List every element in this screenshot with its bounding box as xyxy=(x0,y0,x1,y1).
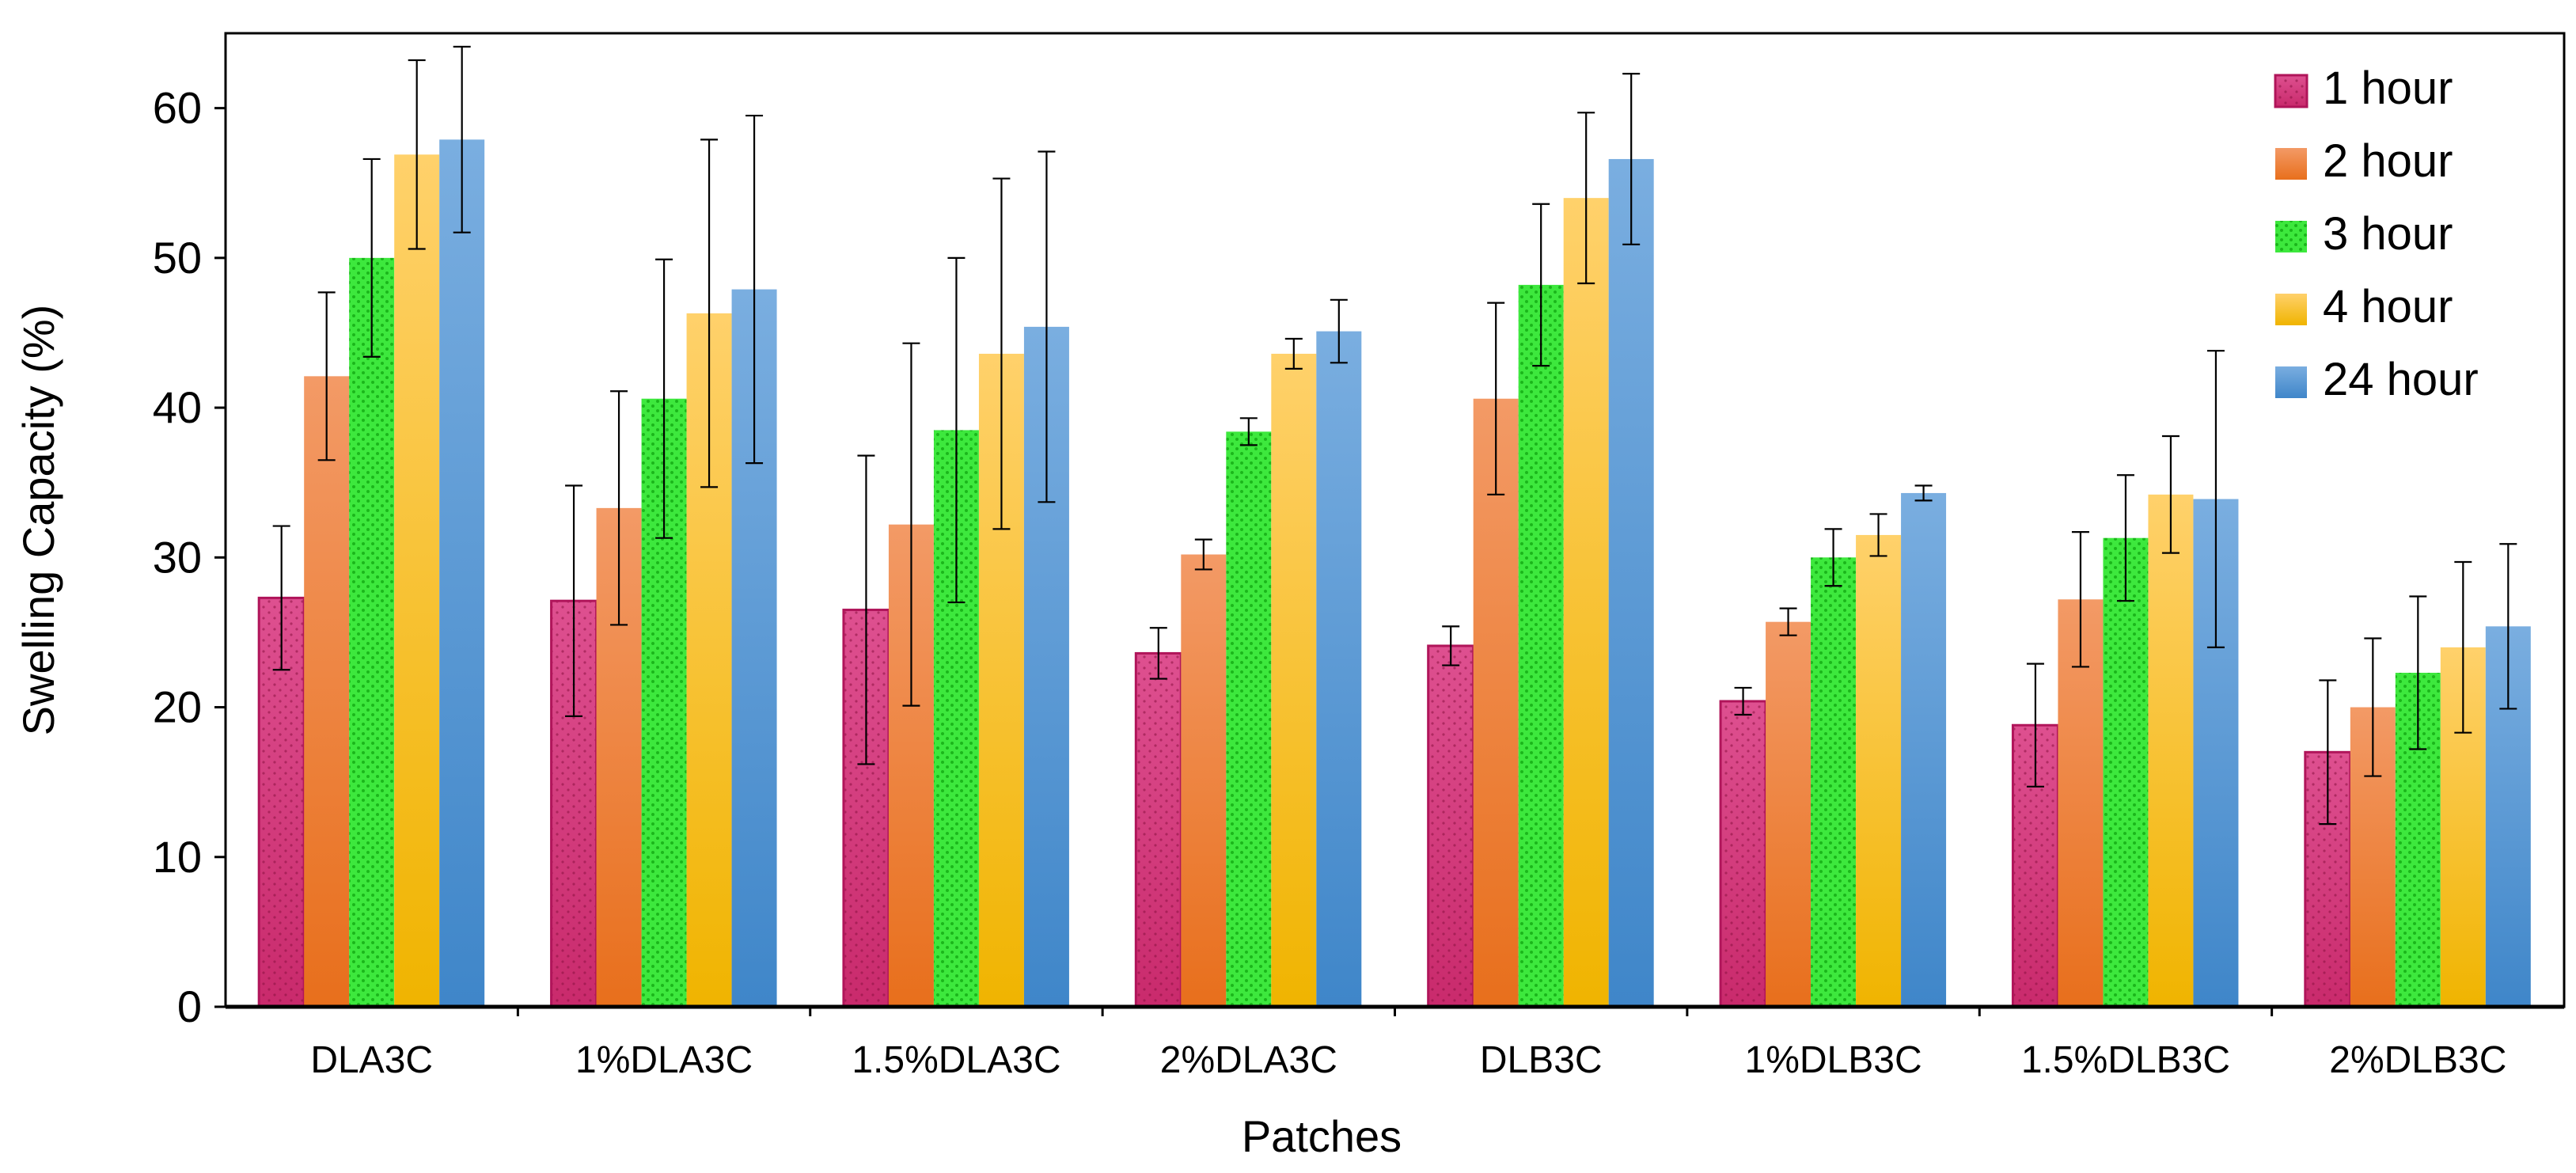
error-bar-3-hour-DLB3C xyxy=(1532,203,1550,367)
y-tick-label: 0 xyxy=(177,981,202,1031)
error-bar-2-hour-15DLA3C xyxy=(902,342,920,707)
error-bar-1-hour-2DLA3C xyxy=(1149,627,1167,680)
x-tick-label: 1%DLB3C xyxy=(1745,1039,1922,1081)
bar-24-hour-2DLA3C xyxy=(1316,331,1362,1008)
error-bar-24-hour-1DLB3C xyxy=(1914,484,1933,502)
error-bar-2-hour-2DLB3C xyxy=(2364,637,2382,777)
bar-2-hour-DLB3C xyxy=(1473,398,1519,1007)
bar-2-hour-DLA3C xyxy=(304,376,350,1007)
legend: 1 hour 2 hour 3 hour 4 hour 24 hour xyxy=(2274,63,2479,405)
y-tick-label: 20 xyxy=(153,682,202,732)
legend-swatch xyxy=(2275,148,2307,180)
bar-4-hour-DLB3C xyxy=(1563,198,1609,1008)
error-bar-1-hour-DLA3C xyxy=(272,525,290,671)
error-bar-1-hour-2DLB3C xyxy=(2319,679,2337,826)
bar-3-hour-15DLB3C xyxy=(2103,537,2149,1007)
error-bar-3-hour-15DLB3C xyxy=(2116,474,2134,602)
error-bar-3-hour-1DLA3C xyxy=(655,258,673,539)
bar-3-hour-2DLA3C xyxy=(1226,431,1272,1007)
legend-entry-2-hour: 2 hour xyxy=(2275,135,2453,187)
bars-layer xyxy=(257,139,2531,1008)
y-axis-title: Swelling Capacity (%) xyxy=(13,305,63,736)
error-bar-3-hour-2DLA3C xyxy=(1239,417,1258,446)
legend-swatch xyxy=(2275,294,2307,325)
error-bar-24-hour-1DLA3C xyxy=(745,114,764,465)
x-tick-label: 1.5%DLB3C xyxy=(2021,1039,2230,1081)
bar-1-hour-2DLA3C xyxy=(1134,651,1182,1008)
error-bar-1-hour-1DLA3C xyxy=(565,484,583,717)
error-bar-2-hour-15DLB3C xyxy=(2071,531,2089,668)
bar-24-hour-DLB3C xyxy=(1608,158,1654,1007)
error-bar-3-hour-2DLB3C xyxy=(2409,595,2427,750)
error-bar-24-hour-DLB3C xyxy=(1622,72,1641,245)
y-tick-label: 40 xyxy=(153,382,202,432)
error-bar-24-hour-DLA3C xyxy=(453,45,471,233)
error-bar-2-hour-DLB3C xyxy=(1487,302,1505,495)
error-bar-2-hour-1DLA3C xyxy=(610,390,628,626)
error-bar-24-hour-2DLB3C xyxy=(2499,543,2517,710)
error-bar-1-hour-15DLB3C xyxy=(2026,662,2044,788)
error-bar-1-hour-1DLB3C xyxy=(1734,686,1752,716)
error-bar-4-hour-1DLA3C xyxy=(700,139,719,488)
x-tick-label: 2%DLA3C xyxy=(1160,1039,1337,1081)
bar-2-hour-2DLA3C xyxy=(1181,554,1227,1007)
legend-swatch xyxy=(2275,221,2307,252)
bar-1-hour-DLB3C xyxy=(1427,644,1475,1008)
x-axis-title: Patches xyxy=(1242,1111,1402,1161)
axes-layer: DLA3C 1%DLA3C 1.5%DLA3C 2%DLA3C DLB3C 1%DLB3C… xyxy=(153,83,2564,1081)
y-tick-label: 10 xyxy=(153,832,202,882)
error-bar-4-hour-2DLA3C xyxy=(1284,337,1303,370)
bar-4-hour-1DLB3C xyxy=(1856,534,1902,1007)
y-tick-label: 30 xyxy=(153,532,202,582)
legend-swatch xyxy=(2274,74,2309,108)
error-bar-24-hour-2DLA3C xyxy=(1330,298,1348,364)
legend-entry-24-hour: 24 hour xyxy=(2275,354,2479,405)
legend-entry-1-hour: 1 hour xyxy=(2274,63,2453,114)
error-bar-4-hour-DLA3C xyxy=(408,59,426,250)
bar-3-hour-DLA3C xyxy=(349,257,395,1007)
bar-1-hour-1DLB3C xyxy=(1719,700,1767,1008)
bar-3-hour-DLB3C xyxy=(1518,284,1564,1007)
bar-2-hour-1DLB3C xyxy=(1766,621,1812,1007)
error-bar-1-hour-15DLA3C xyxy=(857,454,875,765)
bar-4-hour-2DLA3C xyxy=(1271,353,1317,1007)
x-tick-label: DLA3C xyxy=(310,1039,433,1081)
bar-3-hour-1DLB3C xyxy=(1811,557,1857,1007)
x-tick-label: DLB3C xyxy=(1480,1039,1603,1081)
error-bar-3-hour-15DLA3C xyxy=(947,256,966,604)
bar-4-hour-15DLB3C xyxy=(2148,494,2194,1007)
legend-label: 24 hour xyxy=(2323,354,2479,405)
legend-label: 2 hour xyxy=(2323,135,2453,187)
x-tick-label: 1.5%DLA3C xyxy=(852,1039,1060,1081)
error-bar-3-hour-DLA3C xyxy=(362,158,381,358)
x-tick-label: 2%DLB3C xyxy=(2329,1039,2506,1081)
error-bar-24-hour-15DLA3C xyxy=(1038,150,1056,503)
legend-entry-4-hour: 4 hour xyxy=(2275,281,2453,332)
legend-label: 4 hour xyxy=(2323,281,2453,332)
error-bar-2-hour-DLA3C xyxy=(317,291,336,461)
error-bars-layer xyxy=(272,45,2517,826)
error-bar-4-hour-15DLA3C xyxy=(992,177,1011,530)
legend-entry-3-hour: 3 hour xyxy=(2275,208,2453,260)
bar-24-hour-1DLB3C xyxy=(1901,492,1947,1007)
error-bar-3-hour-1DLB3C xyxy=(1824,528,1842,587)
legend-swatch xyxy=(2275,366,2307,398)
y-tick-label: 60 xyxy=(153,83,202,133)
bar-24-hour-DLA3C xyxy=(439,139,485,1007)
error-bar-4-hour-15DLB3C xyxy=(2161,435,2180,554)
error-bar-1-hour-DLB3C xyxy=(1442,625,1460,666)
error-bar-4-hour-1DLB3C xyxy=(1869,513,1887,557)
error-bar-4-hour-2DLB3C xyxy=(2454,560,2472,734)
y-tick-label: 50 xyxy=(153,233,202,283)
error-bar-2-hour-1DLB3C xyxy=(1779,607,1797,636)
legend-label: 1 hour xyxy=(2323,63,2453,114)
legend-label: 3 hour xyxy=(2323,208,2453,260)
bar-4-hour-DLA3C xyxy=(394,154,440,1008)
x-tick-label: 1%DLA3C xyxy=(575,1039,753,1081)
error-bar-4-hour-DLB3C xyxy=(1577,112,1595,285)
error-bar-24-hour-15DLB3C xyxy=(2206,350,2225,648)
error-bar-2-hour-2DLA3C xyxy=(1194,538,1212,571)
